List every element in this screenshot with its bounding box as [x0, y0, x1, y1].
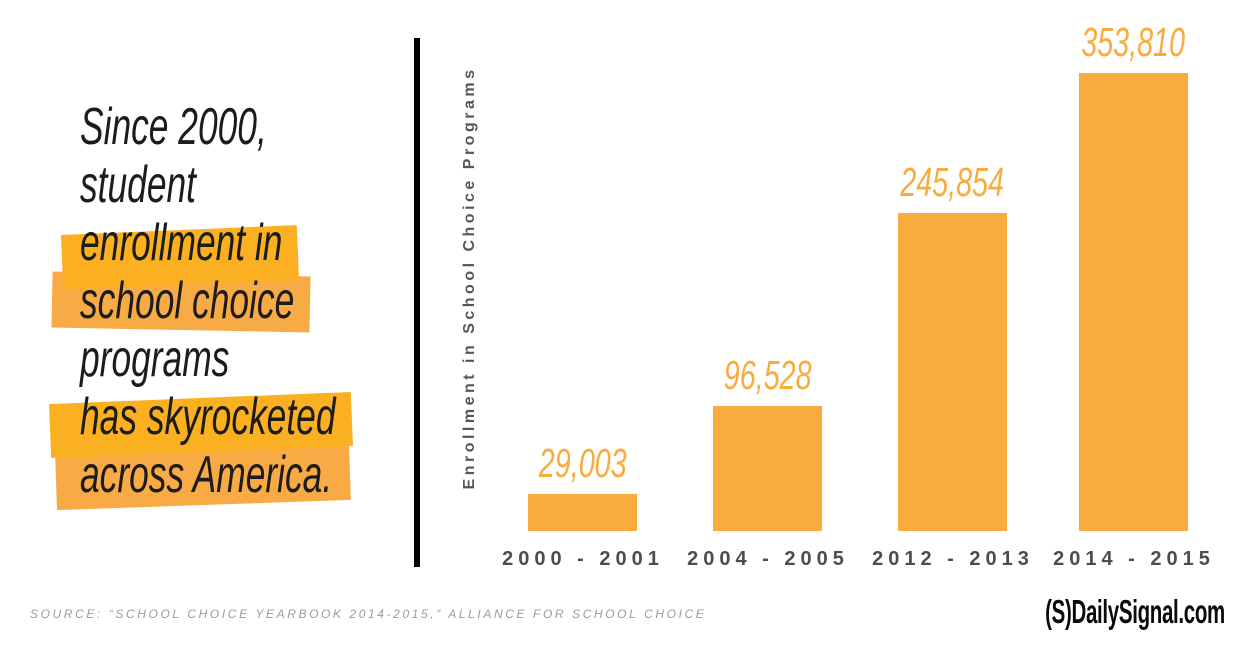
source-attribution: SOURCE: “SCHOOL CHOICE YEARBOOK 2014-201…	[30, 607, 707, 621]
y-axis-label: Enrollment in School Choice Programs	[461, 66, 478, 490]
headline-line: programs	[80, 330, 230, 388]
daily-signal-logo: (S)DailySignal.com	[935, 595, 1225, 628]
headline-line: across America.	[80, 446, 333, 504]
bar-value-label: 353,810	[1081, 19, 1186, 65]
brand-name: DailySignal.com	[1071, 593, 1226, 630]
bar-value-label: 29,003	[538, 439, 627, 486]
headline-line: Since 2000,	[80, 98, 267, 156]
bar-2014-2015	[1079, 73, 1188, 531]
signal-s-logo-icon: (S)	[1045, 593, 1072, 630]
headline-line: student	[80, 156, 196, 214]
bar-2012-2013	[898, 212, 1007, 531]
bar-2004-2005	[713, 406, 822, 531]
bar-value-label: 96,528	[723, 352, 812, 398]
headline-line: school choice	[80, 272, 295, 330]
headline-line: enrollment in	[80, 214, 283, 272]
x-axis-label: 2012 - 2013	[872, 548, 1034, 570]
x-axis-label: 2000 - 2001	[502, 548, 664, 570]
bar-2000-2001	[528, 493, 637, 531]
x-axis-label: 2004 - 2005	[687, 548, 849, 570]
bar-value-label: 245,854	[900, 158, 1005, 205]
x-axis-label: 2014 - 2015	[1053, 548, 1215, 570]
headline-line: has skyrocketed	[80, 388, 336, 446]
axis-divider-line	[414, 38, 420, 567]
